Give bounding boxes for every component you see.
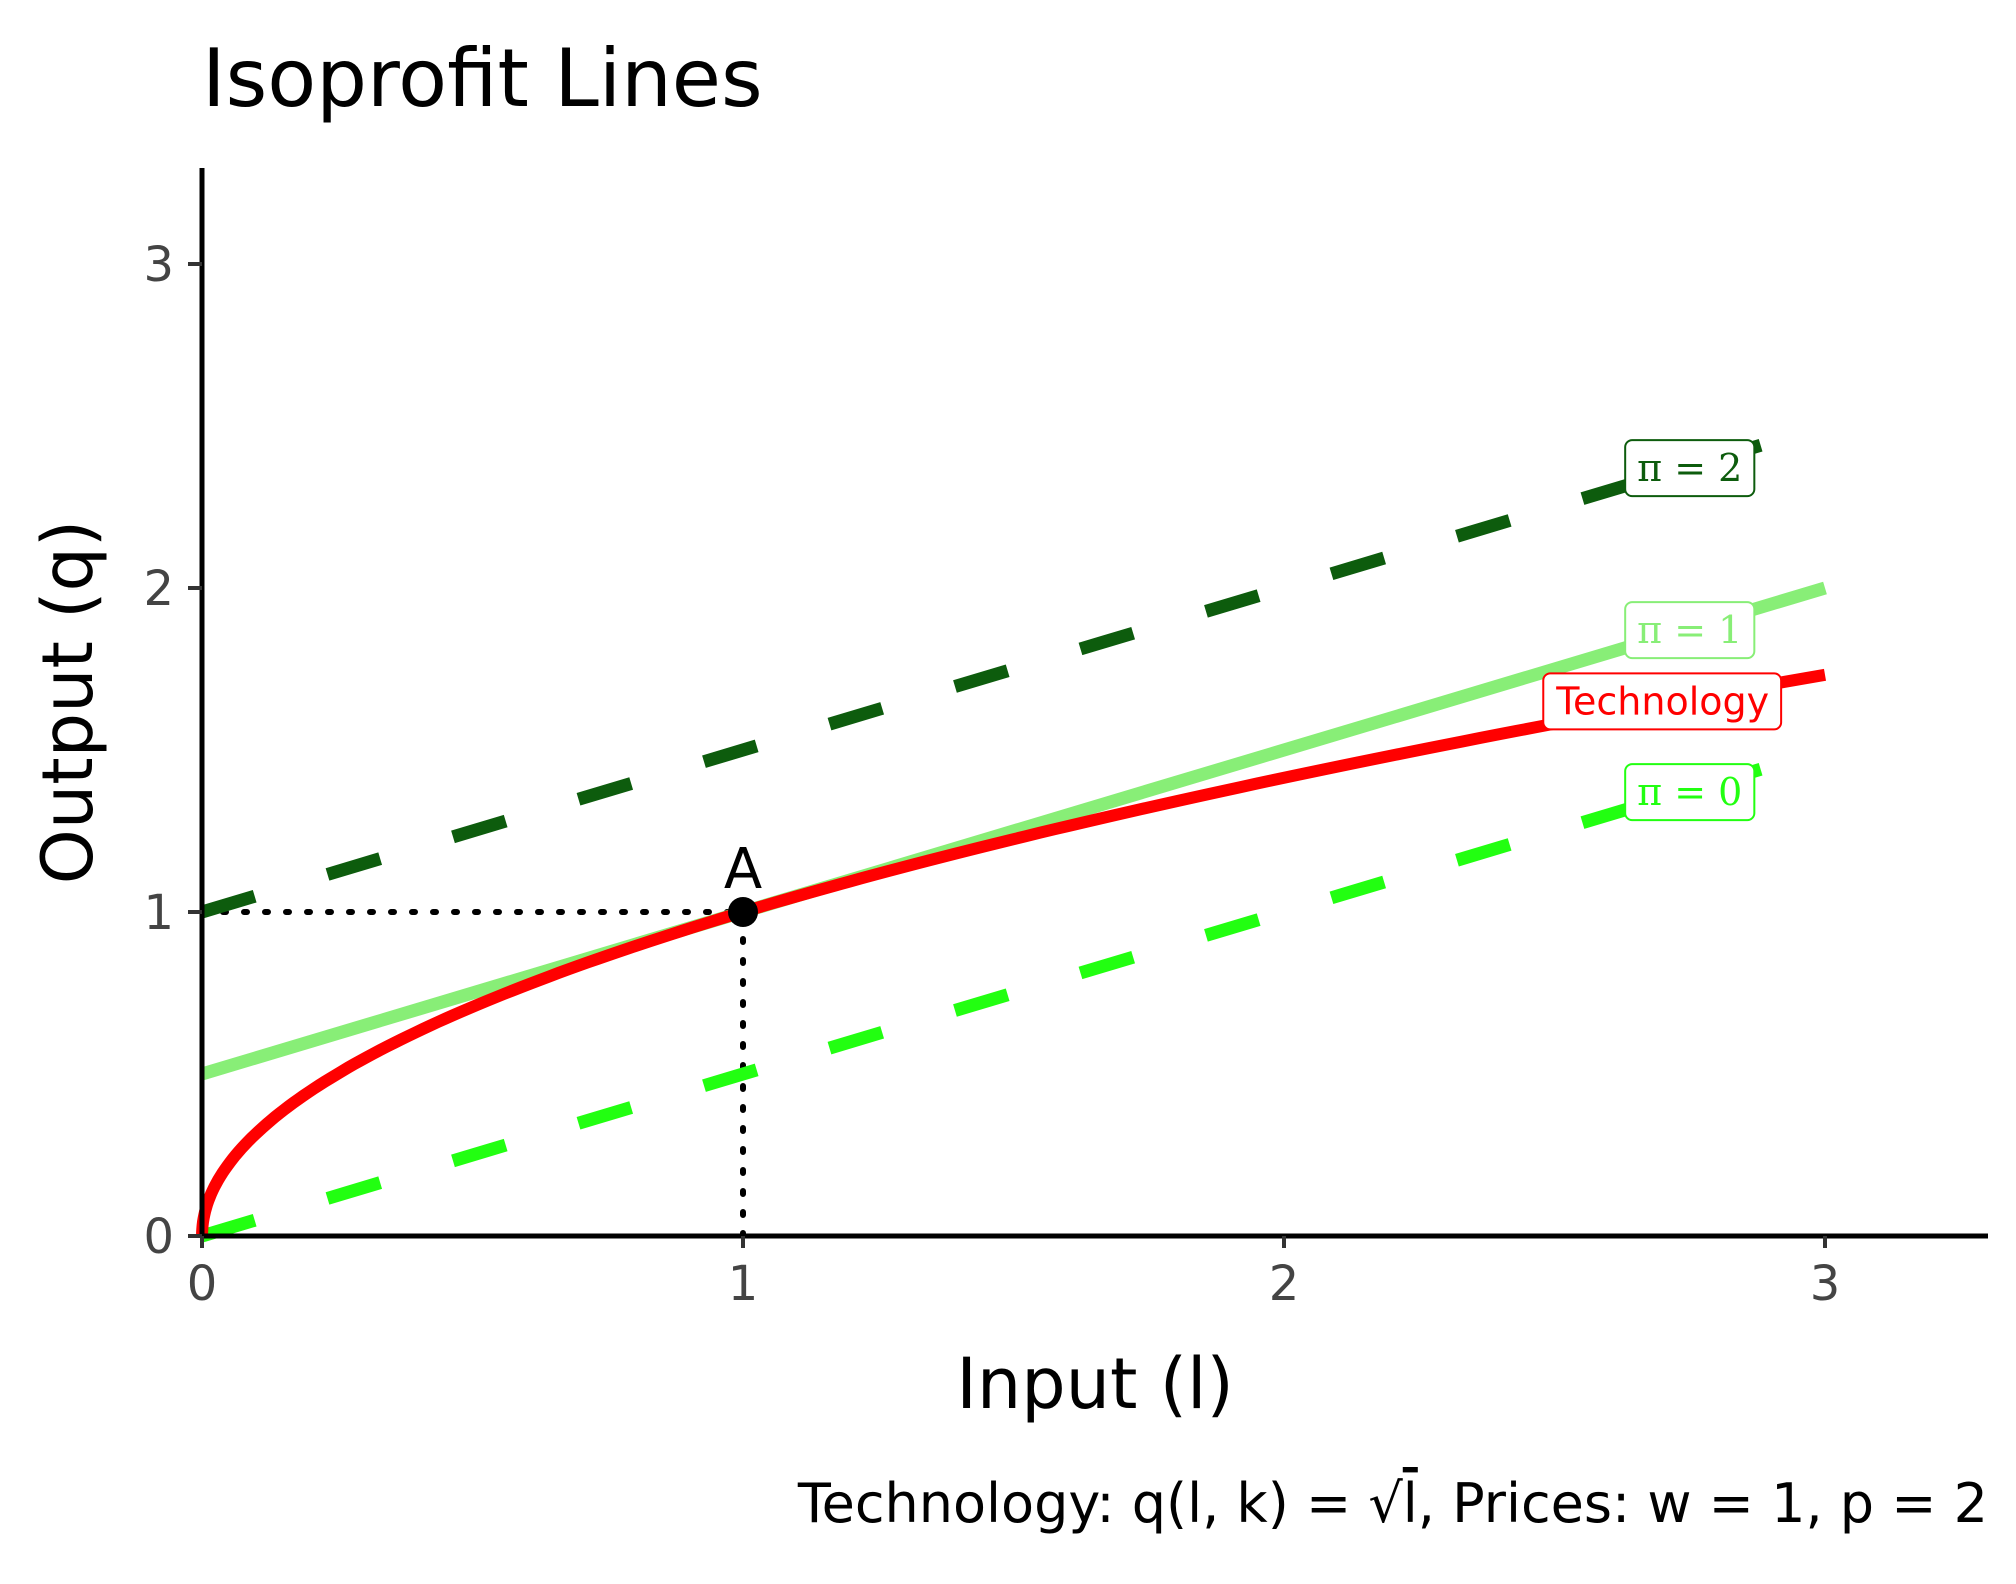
caption-args: l, k xyxy=(1187,1472,1268,1535)
x-tick-label: 1 xyxy=(728,1256,759,1312)
point-a xyxy=(728,897,758,927)
caption: Technology: q(l, k) = √l, Prices: w = 1,… xyxy=(797,1472,1988,1535)
x-tick-label: 3 xyxy=(1810,1256,1841,1312)
series-label-box-2 xyxy=(1624,439,1756,498)
series-label-text-0: π = 0 xyxy=(1637,770,1742,814)
series-label-text-1: π = 1 xyxy=(1637,608,1742,652)
caption-eq: = xyxy=(1289,1472,1369,1535)
series-label-text-2: π = 2 xyxy=(1637,446,1742,490)
caption-close-paren: ) xyxy=(1268,1472,1289,1535)
plot-area: A Technology π = 0 π = 1 π = 2 xyxy=(196,419,1827,1243)
x-tick-label: 0 xyxy=(187,1256,218,1312)
series-label-text-technology: Technology xyxy=(1555,679,1769,723)
series-label-box-0 xyxy=(1624,763,1756,822)
axis-ticks: 0 1 2 3 0 1 2 3 xyxy=(143,237,1840,1312)
series-line-technology xyxy=(196,668,1827,1237)
y-tick-label: 0 xyxy=(143,1209,174,1265)
y-axis-label: Output (q) xyxy=(27,520,109,884)
series-label-technology: Technology xyxy=(1542,672,1783,731)
chart-title: Isoprofit Lines xyxy=(202,32,763,125)
svg-text:Technology: q(l, k) = √l, Pric: Technology: q(l, k) = √l, Prices: w = 1,… xyxy=(797,1472,1988,1535)
x-tick-label: 2 xyxy=(1269,1256,1300,1312)
series-label-1: π = 1 xyxy=(1624,601,1756,660)
point-label-a: A xyxy=(724,837,762,902)
x-axis-label: Input (l) xyxy=(956,1343,1234,1425)
caption-root-sign: √ xyxy=(1368,1472,1403,1535)
caption-open-paren: ( xyxy=(1166,1472,1187,1535)
series-label-box-technology xyxy=(1542,672,1783,731)
y-tick-label: 1 xyxy=(143,885,174,941)
series-label-2: π = 2 xyxy=(1624,439,1756,498)
series-line-2 xyxy=(200,419,1827,919)
y-tick-label: 2 xyxy=(143,561,174,617)
series-label-0: π = 0 xyxy=(1624,763,1756,822)
caption-suffix: , Prices: w = 1, p = 2 xyxy=(1418,1472,1988,1535)
series-label-box-1 xyxy=(1624,601,1756,660)
y-tick-label: 3 xyxy=(143,237,174,293)
series-line-1 xyxy=(200,581,1827,1081)
series-line-0 xyxy=(200,743,1827,1243)
caption-prefix: Technology: q xyxy=(797,1472,1166,1535)
caption-root-arg: l xyxy=(1403,1472,1418,1535)
